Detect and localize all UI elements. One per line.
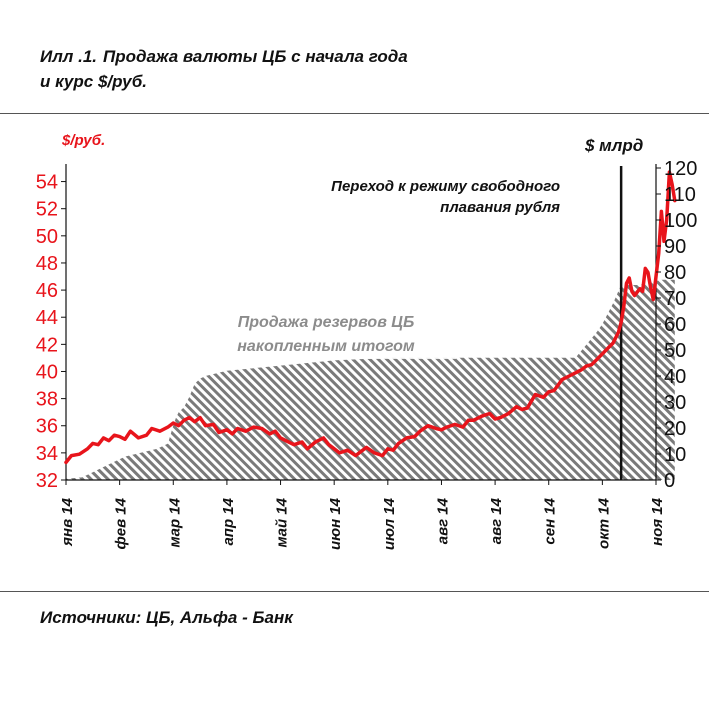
x-tick-label: июл 14	[381, 497, 398, 550]
left-tick-label: 46	[36, 280, 58, 302]
x-tick-label: янв 14	[59, 497, 76, 546]
right-axis-label: $ млрд	[585, 136, 644, 155]
event-annotation-line-1: Переход к режиму свободного	[331, 178, 560, 195]
left-tick-label: 48	[36, 253, 58, 275]
title-line-1: Продажа валюты ЦБ с начала года	[103, 47, 408, 66]
right-tick-label: 30	[664, 392, 686, 414]
right-tick-label: 90	[664, 236, 686, 258]
reserves-annotation-line-1: Продажа резервов ЦБ	[237, 314, 415, 331]
source-note: Источники: ЦБ, Альфа - Банк	[40, 608, 293, 627]
x-tick-label: апр 14	[220, 497, 237, 545]
right-tick-label: 80	[664, 262, 686, 284]
right-tick-label: 120	[664, 158, 697, 180]
left-tick-label: 52	[36, 199, 58, 221]
left-tick-label: 36	[36, 416, 58, 438]
x-tick-label: мар 14	[166, 497, 183, 547]
x-tick-label: май 14	[274, 497, 291, 547]
event-annotation-line-2: плавания рубля	[440, 199, 560, 216]
left-tick-label: 44	[36, 307, 58, 329]
right-tick-label: 10	[664, 444, 686, 466]
right-tick-label: 40	[664, 366, 686, 388]
x-tick-label: ноя 14	[649, 497, 666, 546]
title-number: Илл .1.	[40, 47, 98, 66]
right-tick-label: 50	[664, 340, 686, 362]
x-tick-label: авг 14	[434, 497, 451, 544]
event-annotation: Переход к режиму свободного плавания руб…	[230, 178, 560, 216]
left-axis-label: $/руб.	[62, 132, 106, 149]
right-tick-label: 20	[664, 418, 686, 440]
usd-rub-line	[64, 170, 677, 465]
left-tick-label: 40	[36, 361, 58, 383]
right-tick-label: 0	[664, 470, 675, 492]
reserves-annotation: Продажа резервов ЦБ накопленным итогом	[196, 311, 456, 359]
right-tick-label: 60	[664, 314, 686, 336]
bottom-divider	[0, 591, 709, 592]
x-tick-label: июн 14	[327, 497, 344, 550]
x-tick-label: фев 14	[113, 497, 130, 549]
left-tick-label: 38	[36, 389, 58, 411]
left-tick-label: 50	[36, 226, 58, 248]
x-tick-label: сен 14	[542, 497, 559, 544]
chart-title: Илл .1. Продажа валюты ЦБ с начала года и…	[40, 44, 408, 94]
right-tick-label: 110	[664, 184, 696, 206]
left-tick-label: 54	[36, 172, 58, 194]
reserves-annotation-line-2: накопленным итогом	[237, 338, 415, 355]
top-divider	[0, 113, 709, 114]
right-tick-label: 70	[664, 288, 686, 310]
left-tick-label: 32	[36, 470, 58, 492]
title-line-2: и курс $/руб.	[40, 72, 147, 91]
right-tick-label: 100	[664, 210, 697, 232]
x-tick-label: авг 14	[488, 497, 505, 544]
left-tick-label: 42	[36, 334, 58, 356]
left-tick-label: 34	[36, 443, 58, 465]
x-tick-label: окт 14	[595, 497, 612, 549]
